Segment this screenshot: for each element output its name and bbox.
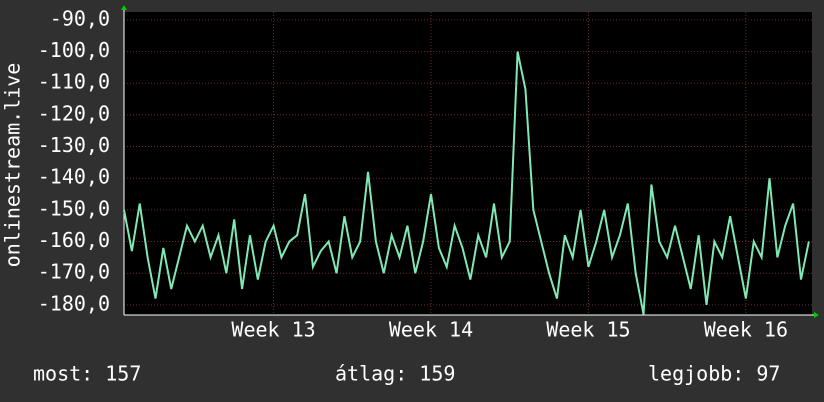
- footer-average: átlag: 159: [335, 362, 455, 386]
- y-tick-label: -100,0: [38, 38, 110, 62]
- y-tick-label: -160,0: [38, 228, 110, 252]
- data-line: [123, 51, 810, 315]
- x-tick-label: Week 16: [704, 318, 788, 342]
- x-tick-label: Week 14: [389, 318, 473, 342]
- y-tick-label: -120,0: [38, 101, 110, 125]
- y-tick-label: -140,0: [38, 165, 110, 189]
- y-tick-label: -90,0: [50, 6, 110, 30]
- y-tick-label: -170,0: [38, 260, 110, 284]
- y-tick-label: -110,0: [38, 70, 110, 94]
- x-tick-label: Week 13: [231, 318, 315, 342]
- footer-current: most: 157: [33, 362, 141, 386]
- x-tick-label: Week 15: [546, 318, 630, 342]
- y-tick-label: -150,0: [38, 196, 110, 220]
- axis-arrow: [121, 5, 127, 10]
- footer-best: legjobb: 97: [648, 362, 780, 386]
- y-axis-label: onlinestream.live: [1, 63, 25, 268]
- y-tick-label: -180,0: [38, 291, 110, 315]
- y-tick-label: -130,0: [38, 133, 110, 157]
- axis-arrow: [814, 312, 819, 318]
